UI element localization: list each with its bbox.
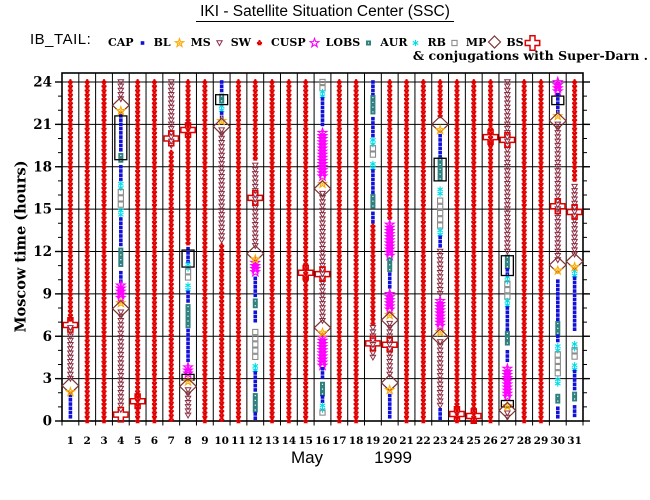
- svg-text:15: 15: [298, 435, 313, 447]
- lobs-symbol-icon: [366, 40, 372, 46]
- x-axis-month-label: May: [290, 448, 324, 467]
- conjugations-note: & conjugations with Super-Darn .: [412, 48, 648, 63]
- svg-text:3: 3: [43, 371, 52, 387]
- aur-symbol-icon: [412, 39, 419, 47]
- svg-text:9: 9: [43, 286, 52, 302]
- svg-text:2: 2: [84, 435, 91, 447]
- svg-text:15: 15: [33, 202, 52, 218]
- legend-item-sw: SW: [231, 32, 268, 52]
- svg-text:24: 24: [33, 75, 52, 91]
- svg-text:6: 6: [43, 329, 52, 345]
- legend-item-mp: MP: [466, 32, 503, 52]
- cusp-symbol-icon: [308, 36, 321, 49]
- svg-text:28: 28: [517, 435, 532, 447]
- svg-text:9: 9: [201, 435, 208, 447]
- legend-item-cap: CAP: [108, 32, 151, 52]
- svg-text:30: 30: [550, 435, 565, 447]
- svg-text:19: 19: [366, 435, 381, 447]
- ms-symbol-icon: [215, 40, 223, 47]
- page-title: IKI - Satellite Situation Center (SSC): [0, 3, 650, 22]
- svg-text:25: 25: [466, 435, 481, 447]
- svg-text:26: 26: [483, 435, 498, 447]
- svg-text:11: 11: [231, 435, 246, 447]
- legend-item-ms: MS: [191, 32, 228, 52]
- svg-text:18: 18: [349, 435, 364, 447]
- rb-symbol-icon: [451, 39, 458, 47]
- svg-text:21: 21: [33, 117, 52, 133]
- legend-item-label: BS: [506, 35, 524, 49]
- svg-text:6: 6: [151, 435, 158, 447]
- svg-text:3: 3: [100, 435, 107, 447]
- svg-text:1: 1: [67, 435, 74, 447]
- legend-item-lobs: LOBS: [326, 32, 378, 52]
- legend-item-label: LOBS: [325, 35, 361, 49]
- mp-symbol-icon: [488, 35, 502, 49]
- legend-item-bl: BL: [154, 32, 188, 52]
- svg-text:24: 24: [450, 435, 465, 447]
- svg-text:22: 22: [416, 435, 431, 447]
- x-axis-year-label: 1999: [374, 448, 412, 467]
- svg-text:20: 20: [382, 435, 397, 447]
- legend-item-label: AUR: [380, 35, 408, 49]
- svg-text:31: 31: [567, 435, 582, 447]
- legend-item-label: SW: [230, 35, 252, 49]
- svg-text:12: 12: [33, 244, 52, 260]
- legend-item-rb: RB: [427, 32, 462, 52]
- svg-text:5: 5: [134, 435, 141, 447]
- svg-text:27: 27: [500, 435, 515, 447]
- cap-symbol-icon: [140, 41, 144, 45]
- legend-item-label: BL: [153, 35, 171, 49]
- sw-symbol-icon: [256, 40, 263, 46]
- svg-text:18: 18: [33, 159, 52, 175]
- region-legend: CAP BL MS SW CUSP LOBS AUR RB MP BS: [108, 33, 544, 51]
- legend-item-label: CUSP: [271, 35, 306, 49]
- legend-item-aur: AUR: [380, 32, 424, 52]
- svg-text:8: 8: [184, 435, 191, 447]
- bl-symbol-icon: [173, 37, 185, 48]
- legend-item-label: MS: [190, 35, 211, 49]
- legend-item-bs: BS: [506, 32, 541, 52]
- bs-symbol-icon: [524, 35, 541, 51]
- legend-item-label: MP: [465, 35, 487, 49]
- svg-text:4: 4: [117, 435, 124, 447]
- svg-text:17: 17: [332, 435, 347, 447]
- svg-text:29: 29: [534, 435, 549, 447]
- svg-text:16: 16: [315, 435, 330, 447]
- svg-text:21: 21: [399, 435, 414, 447]
- svg-text:13: 13: [265, 435, 280, 447]
- svg-text:7: 7: [168, 435, 175, 447]
- svg-text:23: 23: [433, 435, 448, 447]
- dataset-label: IB_TAIL:: [30, 31, 92, 48]
- svg-text:14: 14: [282, 435, 297, 447]
- legend-item-cusp: CUSP: [271, 32, 323, 52]
- svg-text:10: 10: [214, 435, 229, 447]
- legend-item-label: RB: [427, 35, 446, 49]
- svg-text:12: 12: [248, 435, 263, 447]
- svg-text:0: 0: [43, 414, 52, 430]
- legend-item-label: CAP: [108, 35, 134, 49]
